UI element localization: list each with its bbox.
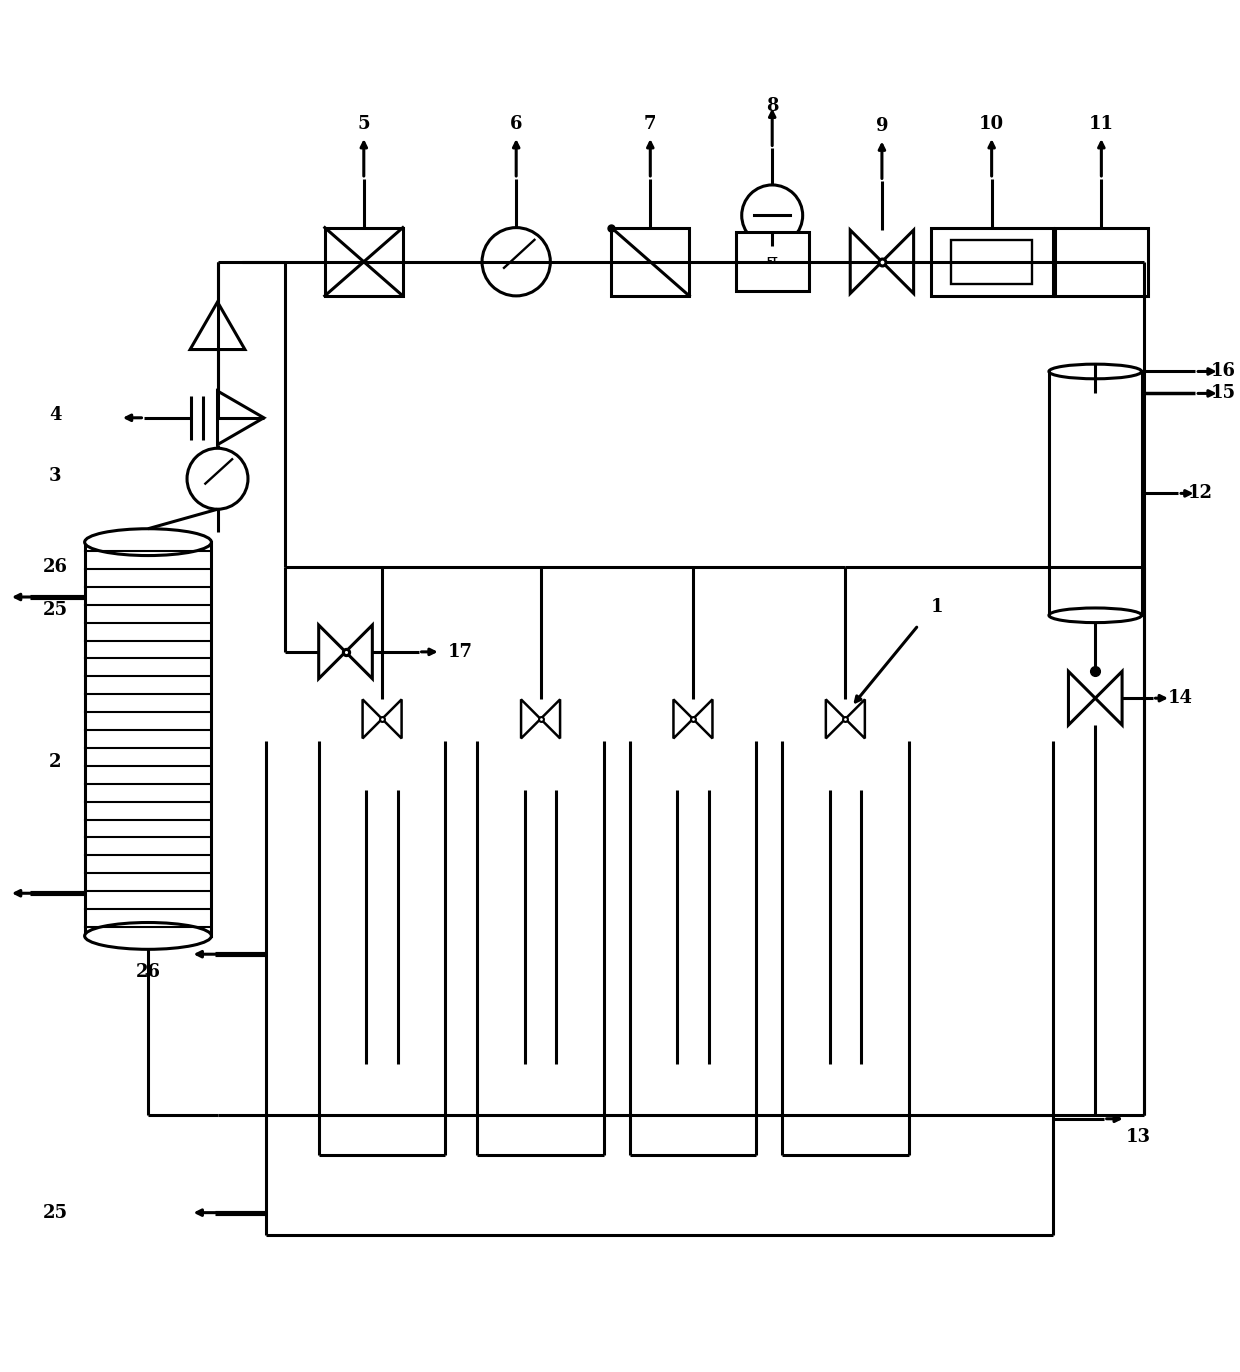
- Circle shape: [187, 449, 248, 509]
- Circle shape: [742, 185, 802, 246]
- Ellipse shape: [84, 528, 211, 556]
- Text: 12: 12: [1188, 484, 1213, 502]
- Text: 9: 9: [875, 118, 888, 136]
- Ellipse shape: [84, 922, 211, 949]
- Polygon shape: [1095, 671, 1122, 724]
- Bar: [1049, 372, 1142, 615]
- Text: 3: 3: [50, 468, 62, 486]
- Text: 26: 26: [135, 963, 160, 981]
- Polygon shape: [382, 700, 402, 738]
- Bar: [951, 240, 1032, 284]
- Text: FT: FT: [766, 258, 777, 266]
- Ellipse shape: [1049, 608, 1142, 623]
- Circle shape: [482, 228, 551, 296]
- Polygon shape: [826, 700, 846, 738]
- Text: 15: 15: [1210, 384, 1236, 402]
- Polygon shape: [846, 700, 864, 738]
- Text: 26: 26: [43, 557, 68, 575]
- Text: 8: 8: [766, 96, 779, 115]
- Text: 4: 4: [50, 406, 62, 424]
- Polygon shape: [362, 700, 382, 738]
- Text: 7: 7: [644, 115, 656, 133]
- Bar: [84, 542, 211, 936]
- Bar: [611, 228, 689, 296]
- Text: 25: 25: [43, 601, 68, 619]
- Bar: [325, 228, 403, 296]
- Polygon shape: [319, 626, 346, 679]
- Text: 16: 16: [1210, 362, 1236, 380]
- Text: 5: 5: [357, 115, 370, 133]
- Polygon shape: [673, 700, 693, 738]
- Text: 17: 17: [448, 643, 472, 661]
- Ellipse shape: [1049, 364, 1142, 379]
- Polygon shape: [346, 626, 372, 679]
- Text: 2: 2: [50, 753, 62, 771]
- Text: 13: 13: [1126, 1128, 1151, 1146]
- Text: 10: 10: [980, 115, 1004, 133]
- Polygon shape: [541, 700, 560, 738]
- Polygon shape: [851, 230, 882, 294]
- Bar: [931, 228, 1053, 296]
- Text: 6: 6: [510, 115, 522, 133]
- Text: 11: 11: [1089, 115, 1114, 133]
- Text: 14: 14: [1168, 689, 1193, 707]
- Polygon shape: [693, 700, 713, 738]
- Bar: [1055, 228, 1148, 296]
- Bar: [735, 232, 808, 291]
- Text: 1: 1: [930, 598, 944, 616]
- Polygon shape: [1069, 671, 1095, 724]
- Text: 25: 25: [43, 1203, 68, 1221]
- Polygon shape: [521, 700, 541, 738]
- Polygon shape: [882, 230, 914, 294]
